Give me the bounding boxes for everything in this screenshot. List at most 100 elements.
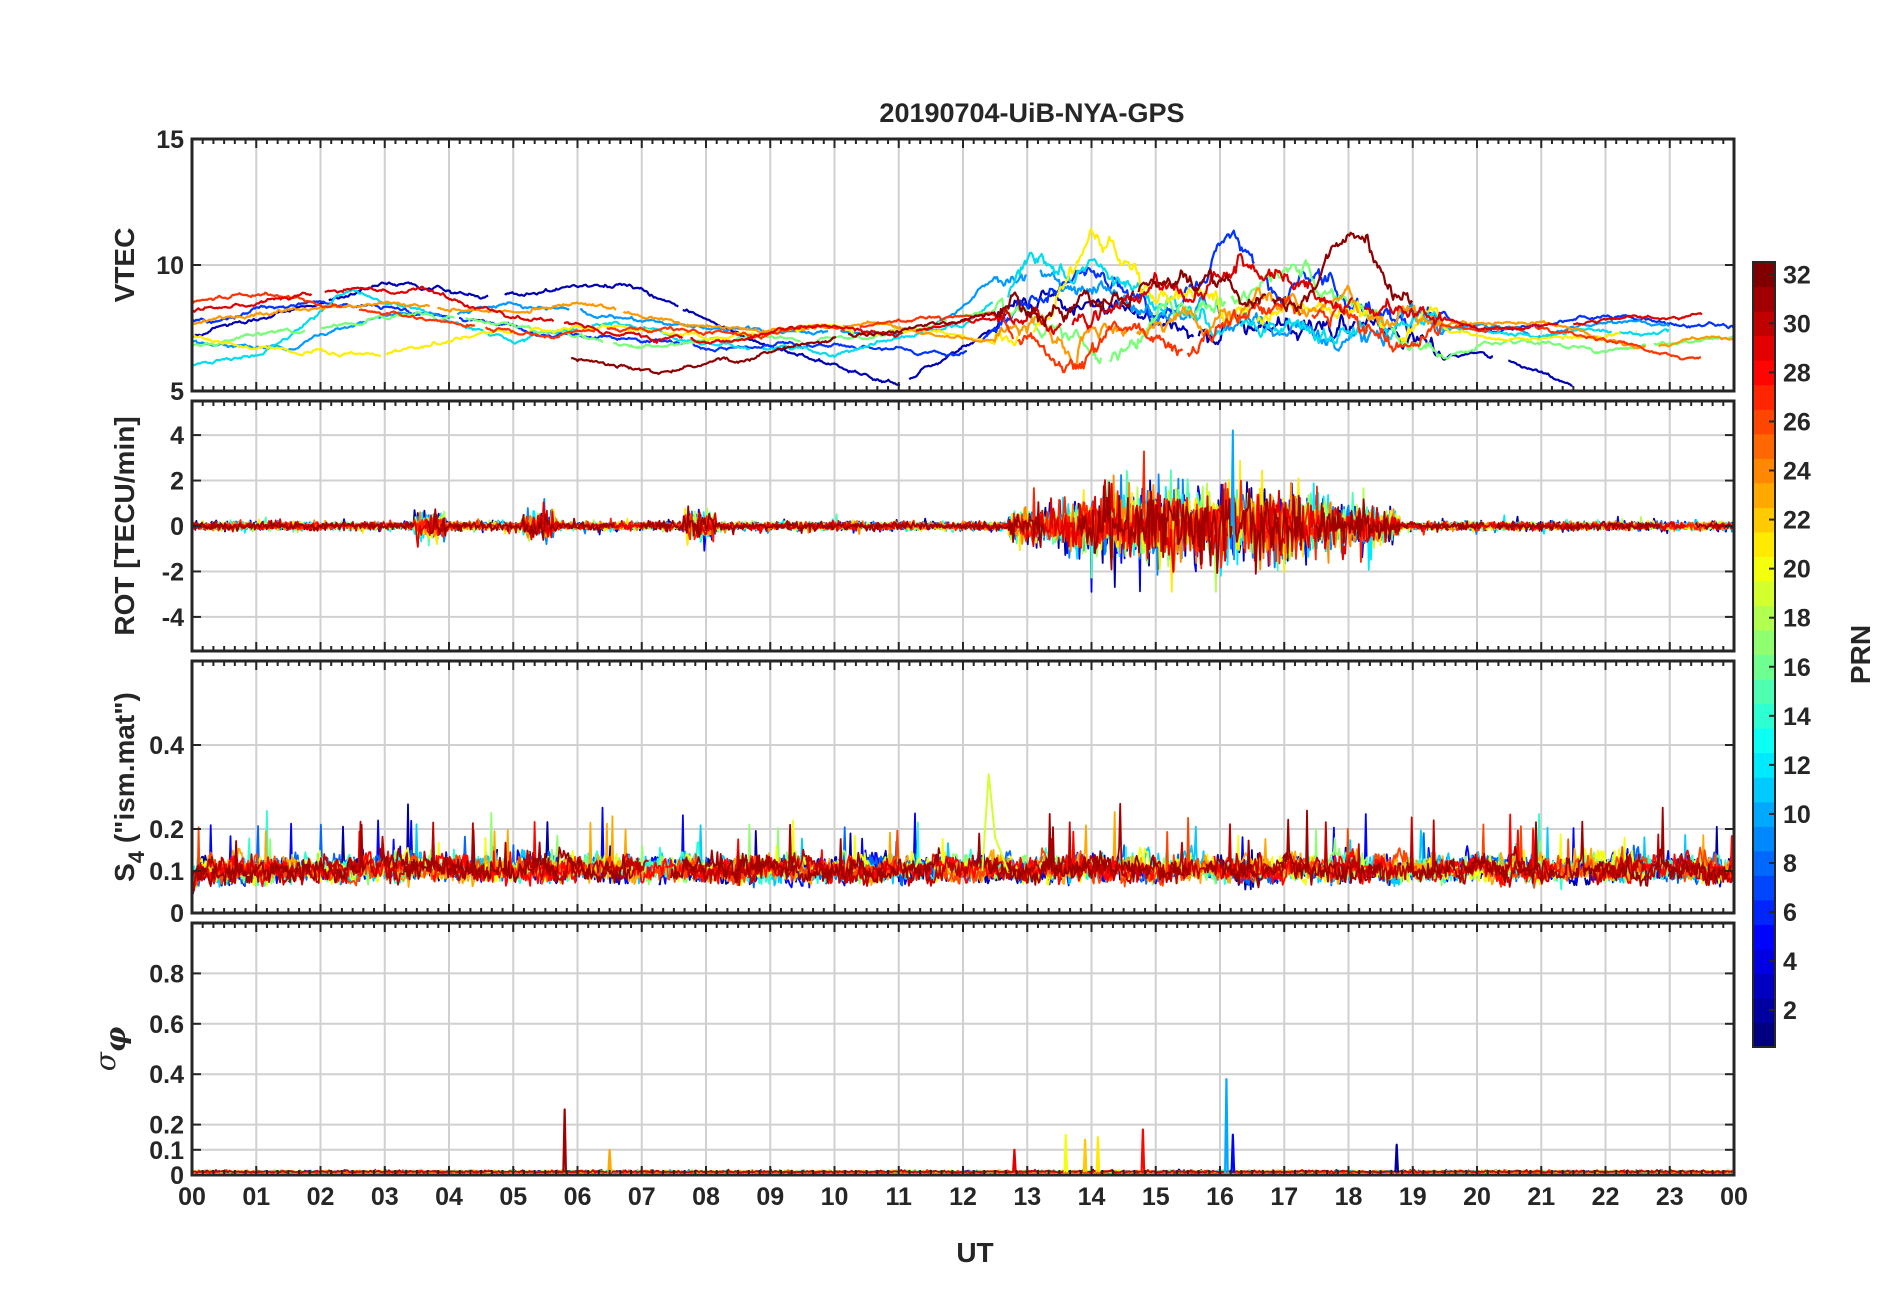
sigma-spike — [1063, 1133, 1069, 1173]
x-tick-label: 08 — [692, 1183, 720, 1211]
colorbar-tick-label: 32 — [1783, 261, 1811, 289]
colorbar-cell — [1753, 409, 1775, 435]
colorbar-cell — [1753, 384, 1775, 410]
x-tick-label: 22 — [1592, 1183, 1620, 1211]
colorbar-cell — [1753, 777, 1775, 803]
x-tick-label: 13 — [1013, 1183, 1041, 1211]
x-tick-label: 02 — [307, 1183, 335, 1211]
colorbar-cell — [1753, 335, 1775, 361]
x-tick-label: 23 — [1656, 1183, 1684, 1211]
colorbar-cell — [1753, 556, 1775, 582]
vtec-trace-prn-20 — [192, 227, 1637, 358]
y-tick-label-sigma: 0.6 — [149, 1011, 184, 1039]
y-tick-label-sigma: 0 — [170, 1162, 184, 1190]
x-tick-label: 04 — [435, 1183, 463, 1211]
colorbar-cell — [1753, 826, 1775, 852]
sigma-spike — [1082, 1138, 1088, 1173]
sigma-spike — [1012, 1148, 1017, 1173]
colorbar-cell — [1753, 531, 1775, 557]
data-rot — [192, 429, 1734, 593]
panel-rot: -4 -2 0 2 4 ROT [TECU/min] — [109, 399, 1736, 653]
colorbar-cell — [1753, 899, 1775, 925]
x-tick-label: 14 — [1078, 1183, 1106, 1211]
colorbar-tick-label: 30 — [1783, 310, 1811, 338]
x-tick-label: 01 — [242, 1183, 270, 1211]
colorbar-frame — [1752, 261, 1776, 1048]
chart-title: 20190704-UiB-NYA-GPS — [879, 98, 1184, 128]
data-vtec — [192, 227, 1734, 387]
colorbar-tick-label: 10 — [1783, 801, 1811, 829]
rot-trace-prn-31 — [192, 481, 1734, 575]
colorbar-cell — [1753, 997, 1775, 1024]
sigma-spike — [1224, 1078, 1229, 1173]
y-tick-label-vtec: 10 — [156, 252, 184, 280]
panel-vtec: 5 10 15 VTEC — [109, 126, 1736, 406]
x-tick-label: 19 — [1399, 1183, 1427, 1211]
ticks-vtec — [191, 138, 1735, 392]
panel-s4: 0 0.1 0.2 0.4S4 ("ism.mat") — [109, 659, 1736, 928]
colorbar-tick-label: 20 — [1783, 556, 1811, 584]
s4-peak-trace — [981, 773, 1009, 872]
y-axis-label-vtec: VTEC — [109, 228, 140, 303]
y-tick-label-sigma: 0.8 — [149, 960, 184, 988]
colorbar-tick-label: 8 — [1783, 850, 1797, 878]
x-tick-label: 17 — [1270, 1183, 1298, 1211]
colorbar-tick-label: 26 — [1783, 408, 1811, 436]
colorbar-tick-label: 2 — [1783, 997, 1797, 1025]
x-tick-label: 09 — [756, 1183, 784, 1211]
x-tick-label: 00 — [178, 1183, 206, 1211]
sigma-spike — [562, 1108, 568, 1173]
sigma-spike — [1095, 1136, 1101, 1173]
grid-sigma — [192, 923, 1734, 1175]
colorbar-cell — [1753, 703, 1775, 729]
colorbar-cell — [1753, 1022, 1775, 1048]
colorbar-tick-label: 4 — [1783, 948, 1797, 976]
ticks-rot — [191, 401, 1735, 651]
s4-trace-prn-31 — [192, 802, 1734, 891]
data-s4 — [192, 773, 1734, 895]
colorbar-cell — [1753, 801, 1775, 827]
panel-sigma: 00.10.2 0.4 0.6 0.8 σφ — [89, 921, 1736, 1190]
x-tick-label: 21 — [1527, 1183, 1555, 1211]
colorbar-cell — [1753, 605, 1775, 631]
x-tick-label: 05 — [499, 1183, 527, 1211]
y-tick-label-s4: 0.4 — [149, 732, 184, 760]
colorbar-cell — [1753, 875, 1775, 901]
x-tick-label: 07 — [628, 1183, 656, 1211]
y-tick-label-s4: 0 — [170, 900, 184, 928]
sigma-spike — [607, 1148, 613, 1173]
sigma-spike — [1140, 1128, 1146, 1173]
y-tick-label-s4: 0.2 — [149, 816, 184, 844]
rot-peak-spike — [1230, 429, 1236, 561]
y-axis-label-rot: ROT [TECU/min] — [109, 416, 140, 635]
colorbar-tick-label: 16 — [1783, 654, 1811, 682]
x-tick-label: 16 — [1206, 1183, 1234, 1211]
y-axis-label-sigma: σφ — [89, 1026, 132, 1071]
colorbar-cell — [1753, 482, 1775, 508]
x-tick-label: 06 — [564, 1183, 592, 1211]
y-tick-label-sigma: 0.4 — [149, 1061, 184, 1089]
colorbar-cell — [1753, 924, 1775, 950]
colorbar-cell — [1753, 973, 1775, 999]
colorbar-tick-label: 22 — [1783, 507, 1811, 535]
y-tick-label-sigma: 0.2 — [149, 1112, 184, 1140]
sigma-spike — [1394, 1143, 1400, 1173]
vtec-trace-prn-5 — [192, 229, 1734, 358]
ticks-sigma — [191, 923, 1735, 1176]
grid-vtec — [192, 139, 1734, 391]
x-tick-label: 20 — [1463, 1183, 1491, 1211]
vtec-trace-prn-27 — [192, 291, 1702, 374]
colorbar-cell — [1753, 262, 1775, 288]
colorbar-cell — [1753, 507, 1775, 533]
y-tick-label-rot: -2 — [162, 558, 184, 586]
colorbar-tick-label: 12 — [1783, 752, 1811, 780]
y-tick-label-sigma: 0.1 — [149, 1137, 184, 1165]
x-tick-label: 12 — [949, 1183, 977, 1211]
y-tick-label-rot: 0 — [170, 513, 184, 541]
vtec-trace-prn-13 — [192, 251, 1670, 367]
sigma-spike — [1230, 1133, 1236, 1173]
x-axis-label: UT — [956, 1237, 993, 1268]
colorbar-cell — [1753, 948, 1775, 975]
